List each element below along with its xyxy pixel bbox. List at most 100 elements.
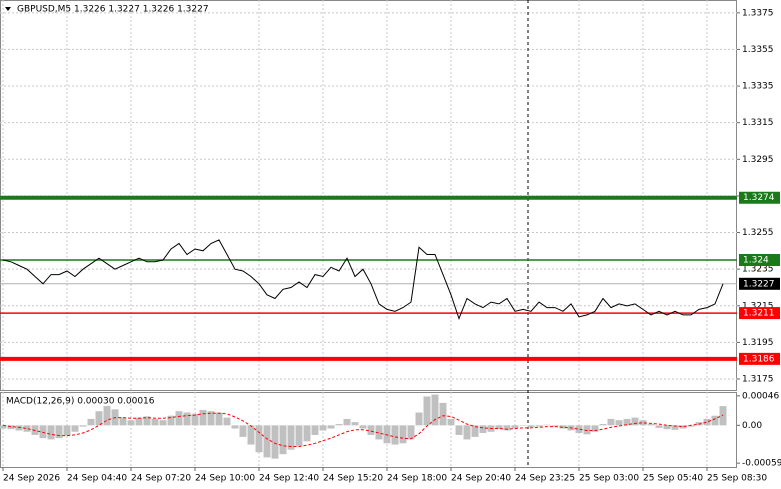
macd-bar [535,425,543,427]
macd-bar [503,425,511,431]
macd-bar [527,425,535,428]
macd-bar [135,417,143,426]
macd-bar [119,417,127,426]
macd-bar [431,394,439,426]
macd-bar [247,425,255,445]
x-tick-label: 24 Sep 20:40 [451,474,511,484]
macd-bar [231,425,239,429]
price-title: GBPUSD,M5 1.3226 1.3227 1.3226 1.3227 [17,5,209,15]
macd-bar [295,425,303,446]
macd-bar [495,425,503,430]
level-label: 1.324 [743,256,769,266]
macd-bar [87,418,95,426]
macd-bar [103,406,111,426]
macd-bar [199,409,207,426]
macd-bar [679,425,687,429]
macd-bar [167,415,175,426]
macd-bar [663,425,671,430]
macd-bar [615,420,623,426]
macd-bar [559,425,567,429]
macd-bar [263,425,271,458]
macd-bar [23,425,31,432]
y-tick-label: 1.3375 [742,8,774,18]
x-tick-label: 24 Sep 2026 [3,474,60,484]
y-tick-label: 1.3355 [742,45,774,55]
macd-bar [215,412,223,426]
menu-triangle [5,7,11,11]
y-tick-label: 1.3215 [742,301,774,311]
level-tag [739,307,780,320]
y-tick-label: 1.3295 [742,155,774,165]
macd-bar [7,425,15,430]
level-tag [739,191,780,204]
macd-bar [711,415,719,426]
x-tick-label: 25 Sep 05:40 [643,474,703,484]
macd-bar [511,425,519,428]
macd-bar [399,425,407,444]
macd-bar [47,425,55,440]
macd-bar [391,425,399,445]
macd-bar [175,411,183,426]
macd-bar [71,425,79,432]
macd-bar [95,411,103,426]
macd-bar [159,420,167,426]
macd-bar [575,425,583,434]
level-label: 1.3274 [743,193,775,203]
macd-bar [239,425,247,437]
macd-bar [439,402,447,426]
macd-bar [303,425,311,442]
macd-bar [191,413,199,426]
macd-bar [543,424,551,426]
macd-bar [591,425,599,432]
last-price-label: 1.3227 [743,279,775,289]
macd-bar [343,418,351,426]
macd-bar [607,418,615,426]
x-tick-label: 24 Sep 23:25 [515,474,575,484]
macd-bar [655,425,663,428]
macd-bar [375,425,383,440]
level-tag [739,352,780,365]
macd-bar [423,396,431,426]
macd-bar [271,425,279,459]
x-tick-label: 24 Sep 10:00 [195,474,255,484]
y-tick-label: 1.3195 [742,338,774,348]
macd-bar [63,425,71,436]
macd-bar [623,418,631,426]
macd-bar [207,411,215,426]
x-tick-label: 25 Sep 03:00 [579,474,639,484]
macd-title: MACD(12,26,9) 0.00030 0.00016 [6,397,155,407]
macd-bar [0,425,7,429]
macd-bar [183,412,191,426]
y-tick-label: 0.00046 [742,391,779,401]
macd-bar [223,417,231,426]
macd-bar [583,425,591,435]
macd-bar [255,425,263,453]
x-tick-label: 24 Sep 07:20 [131,474,191,484]
macd-bar [327,425,335,429]
macd-bar [55,425,63,439]
x-tick-label: 24 Sep 12:40 [259,474,319,484]
macd-bar [311,425,319,435]
y-tick-label: 1.3235 [742,265,774,275]
x-tick-label: 24 Sep 18:00 [387,474,447,484]
y-tick-label: 0.00 [742,421,762,431]
level-tag [739,254,780,266]
macd-bar [287,425,295,450]
macd-bar [455,425,463,435]
macd-bar [639,420,647,426]
y-tick-label: -0.00059 [742,459,781,469]
macd-bar [519,425,527,426]
macd-bar [359,425,367,429]
macd-bar [319,425,327,431]
signal-line [2,412,724,447]
macd-bar [479,425,487,434]
macd-bar [631,417,639,426]
macd-bar [143,416,151,426]
macd-bar [15,425,23,431]
x-tick-label: 25 Sep 08:30 [707,474,767,484]
macd-bar [79,425,87,427]
macd-bar [335,424,343,426]
macd-bar [415,412,423,426]
y-tick-label: 1.3255 [742,228,774,238]
